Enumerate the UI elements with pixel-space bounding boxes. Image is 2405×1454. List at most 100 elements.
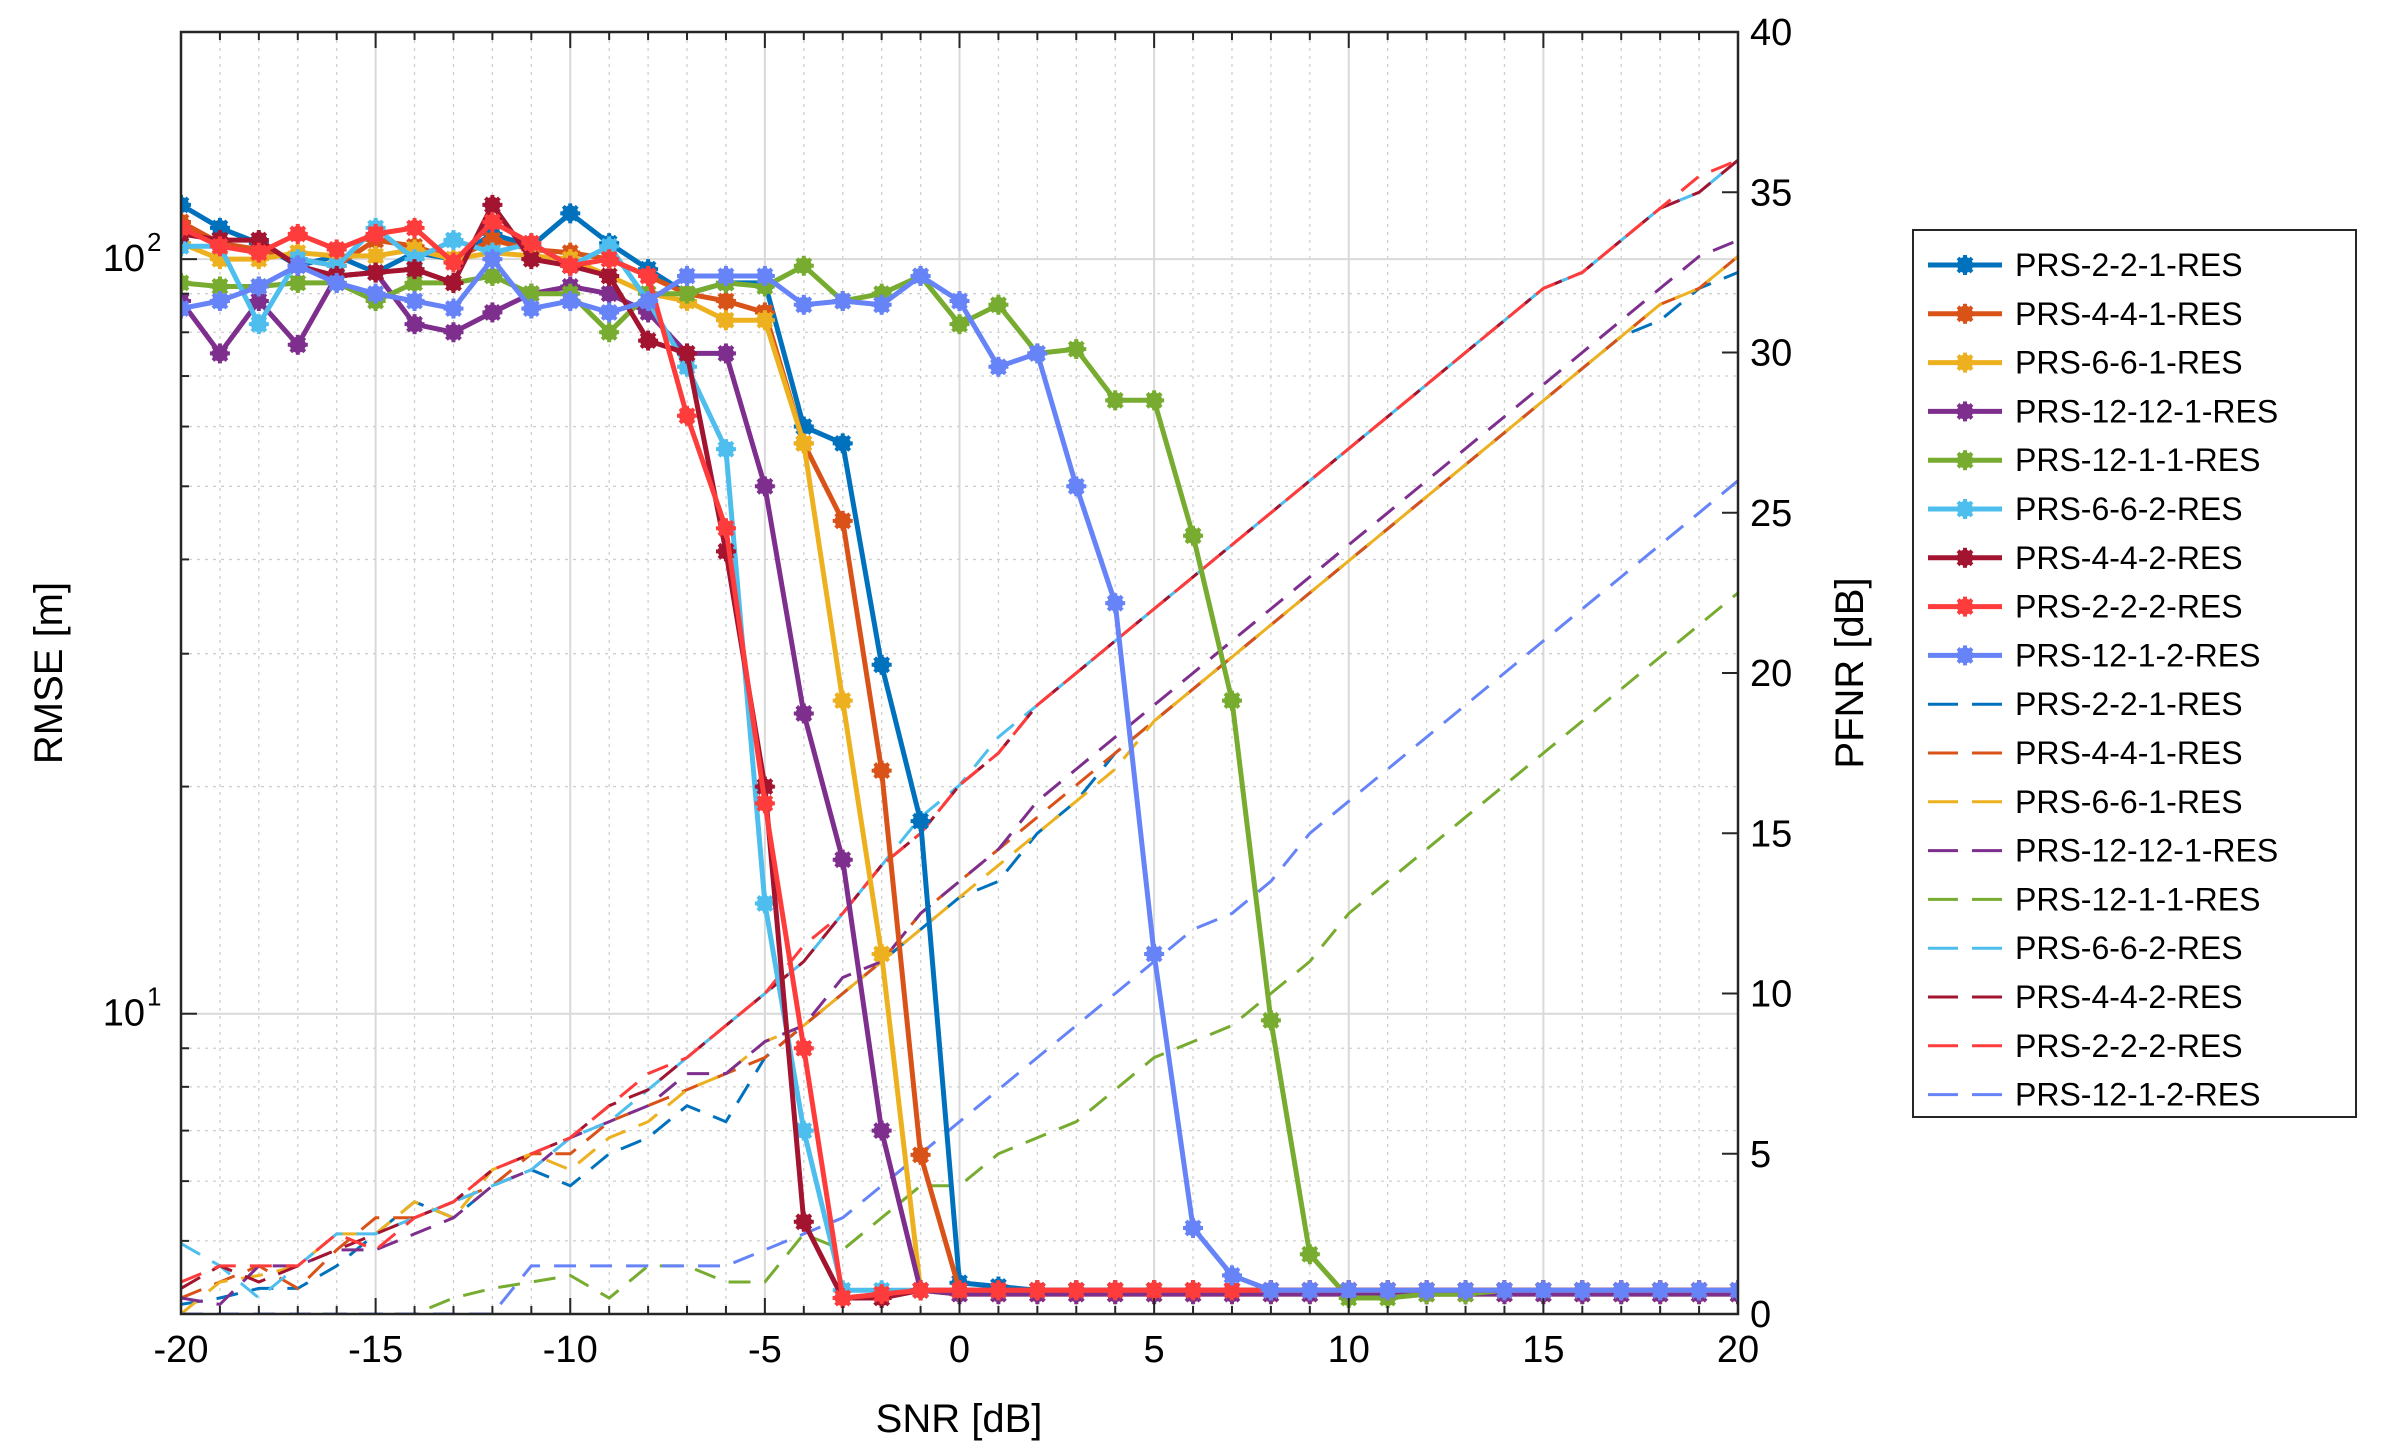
rmse-marker (1297, 1278, 1322, 1303)
rmse-marker (1142, 1278, 1167, 1303)
rmse-marker (402, 257, 427, 282)
pfnr-line-PRS-12-1-1-RES (181, 591, 1738, 1314)
rmse-marker (1103, 388, 1128, 413)
legend-marker-star (1953, 545, 1977, 570)
x-tick-label: 0 (949, 1329, 970, 1371)
rmse-marker (441, 296, 466, 321)
rmse-marker (675, 263, 700, 288)
rmse-marker (752, 474, 777, 499)
legend-entry: PRS-6-6-2-RES (1928, 930, 2243, 966)
rmse-marker (1064, 474, 1089, 499)
rmse-marker (1103, 591, 1128, 616)
legend-entry: PRS-12-1-1-RES (1928, 442, 2260, 478)
x-tick-label: 10 (1328, 1329, 1370, 1371)
rmse-marker (752, 308, 777, 333)
rmse-marker (869, 292, 894, 317)
legend-entry: PRS-2-2-2-RES (1928, 1028, 2243, 1064)
rmse-marker (1609, 1278, 1634, 1303)
rmse-marker (1219, 688, 1244, 713)
legend-label: PRS-12-12-1-RES (2015, 833, 2278, 869)
legend-marker-star (1953, 350, 1977, 375)
legend-label: PRS-2-2-1-RES (2015, 686, 2243, 722)
legend-entry: PRS-12-12-1-RES (1928, 393, 2278, 429)
plot-area (181, 158, 1738, 1314)
rmse-marker (1025, 341, 1050, 366)
legend-label: PRS-2-2-1-RES (2015, 247, 2243, 283)
rmse-marker (1181, 1216, 1206, 1241)
rmse-marker (908, 809, 933, 834)
rmse-marker (947, 1278, 972, 1303)
y-right-tick-label: 20 (1750, 653, 1792, 695)
rmse-marker (791, 1036, 816, 1061)
y-right-axis-title: PFNR [dB] (1828, 577, 1872, 768)
rmse-marker (1570, 1278, 1595, 1303)
rmse-marker (597, 300, 622, 325)
legend-label: PRS-12-1-1-RES (2015, 442, 2260, 478)
rmse-marker (1258, 1278, 1283, 1303)
rmse-marker (830, 847, 855, 872)
pfnr-line-PRS-12-1-2-RES (181, 479, 1738, 1314)
rmse-marker (791, 431, 816, 456)
legend-entry: PRS-4-4-1-RES (1928, 296, 2243, 332)
rmse-marker (1453, 1278, 1478, 1303)
rmse-marker (869, 1282, 894, 1307)
rmse-marker (713, 263, 738, 288)
rmse-marker (675, 281, 700, 306)
rmse-marker (1142, 388, 1167, 413)
legend-marker-star (1953, 643, 1977, 668)
rmse-marker (246, 312, 271, 337)
legend-entry: PRS-12-1-2-RES (1928, 1077, 2260, 1113)
rmse-marker (1181, 523, 1206, 548)
rmse-marker (986, 1278, 1011, 1303)
x-tick-label: -20 (154, 1329, 209, 1371)
y-right-tick-label: 35 (1750, 172, 1792, 214)
x-axis-title: SNR [dB] (876, 1397, 1043, 1441)
legend-marker-star (1953, 594, 1977, 619)
y-right-tick-label: 0 (1750, 1294, 1771, 1336)
legend-label: PRS-4-4-2-RES (2015, 979, 2243, 1015)
rmse-marker (480, 210, 505, 235)
legend-entry: PRS-2-2-1-RES (1928, 247, 2243, 283)
rmse-marker (713, 341, 738, 366)
legend-label: PRS-2-2-2-RES (2015, 589, 2243, 625)
rmse-marker (480, 247, 505, 272)
rmse-marker (441, 228, 466, 253)
rmse-marker (285, 270, 310, 295)
rmse-marker (207, 289, 232, 314)
rmse-marker (1142, 941, 1167, 966)
rmse-marker (869, 941, 894, 966)
legend-box (1912, 229, 2357, 1118)
legend-entry: PRS-4-4-2-RES (1928, 979, 2243, 1015)
rmse-marker (713, 308, 738, 333)
rmse-marker (285, 221, 310, 246)
legend-label: PRS-12-12-1-RES (2015, 393, 2278, 429)
rmse-marker (441, 270, 466, 295)
rmse-marker (246, 274, 271, 299)
rmse-marker (402, 312, 427, 337)
rmse-marker (441, 250, 466, 275)
rmse-marker (207, 341, 232, 366)
legend-entry: PRS-6-6-1-RES (1928, 345, 2243, 381)
rmse-marker (597, 247, 622, 272)
legend-entry: PRS-12-1-1-RES (1928, 881, 2260, 917)
rmse-marker (519, 231, 544, 256)
legend-entry: PRS-12-1-2-RES (1928, 637, 2260, 673)
rmse-marker (713, 437, 738, 462)
rmse-marker (791, 701, 816, 726)
rmse-marker (480, 192, 505, 217)
rmse-marker (1492, 1278, 1517, 1303)
y-right-tick-label: 10 (1750, 974, 1792, 1016)
rmse-marker (869, 1118, 894, 1143)
legend-label: PRS-6-6-1-RES (2015, 345, 2243, 381)
y-right-tick-label: 40 (1750, 12, 1792, 54)
rmse-marker (1297, 1242, 1322, 1267)
rmse-marker (1687, 1278, 1712, 1303)
x-tick-label: 20 (1717, 1329, 1759, 1371)
rmse-marker (1025, 1278, 1050, 1303)
rmse-marker (713, 289, 738, 314)
rmse-marker (830, 688, 855, 713)
rmse-marker (636, 328, 661, 353)
rmse-marker (830, 289, 855, 314)
y-left-tick-label: 10 (103, 993, 145, 1035)
